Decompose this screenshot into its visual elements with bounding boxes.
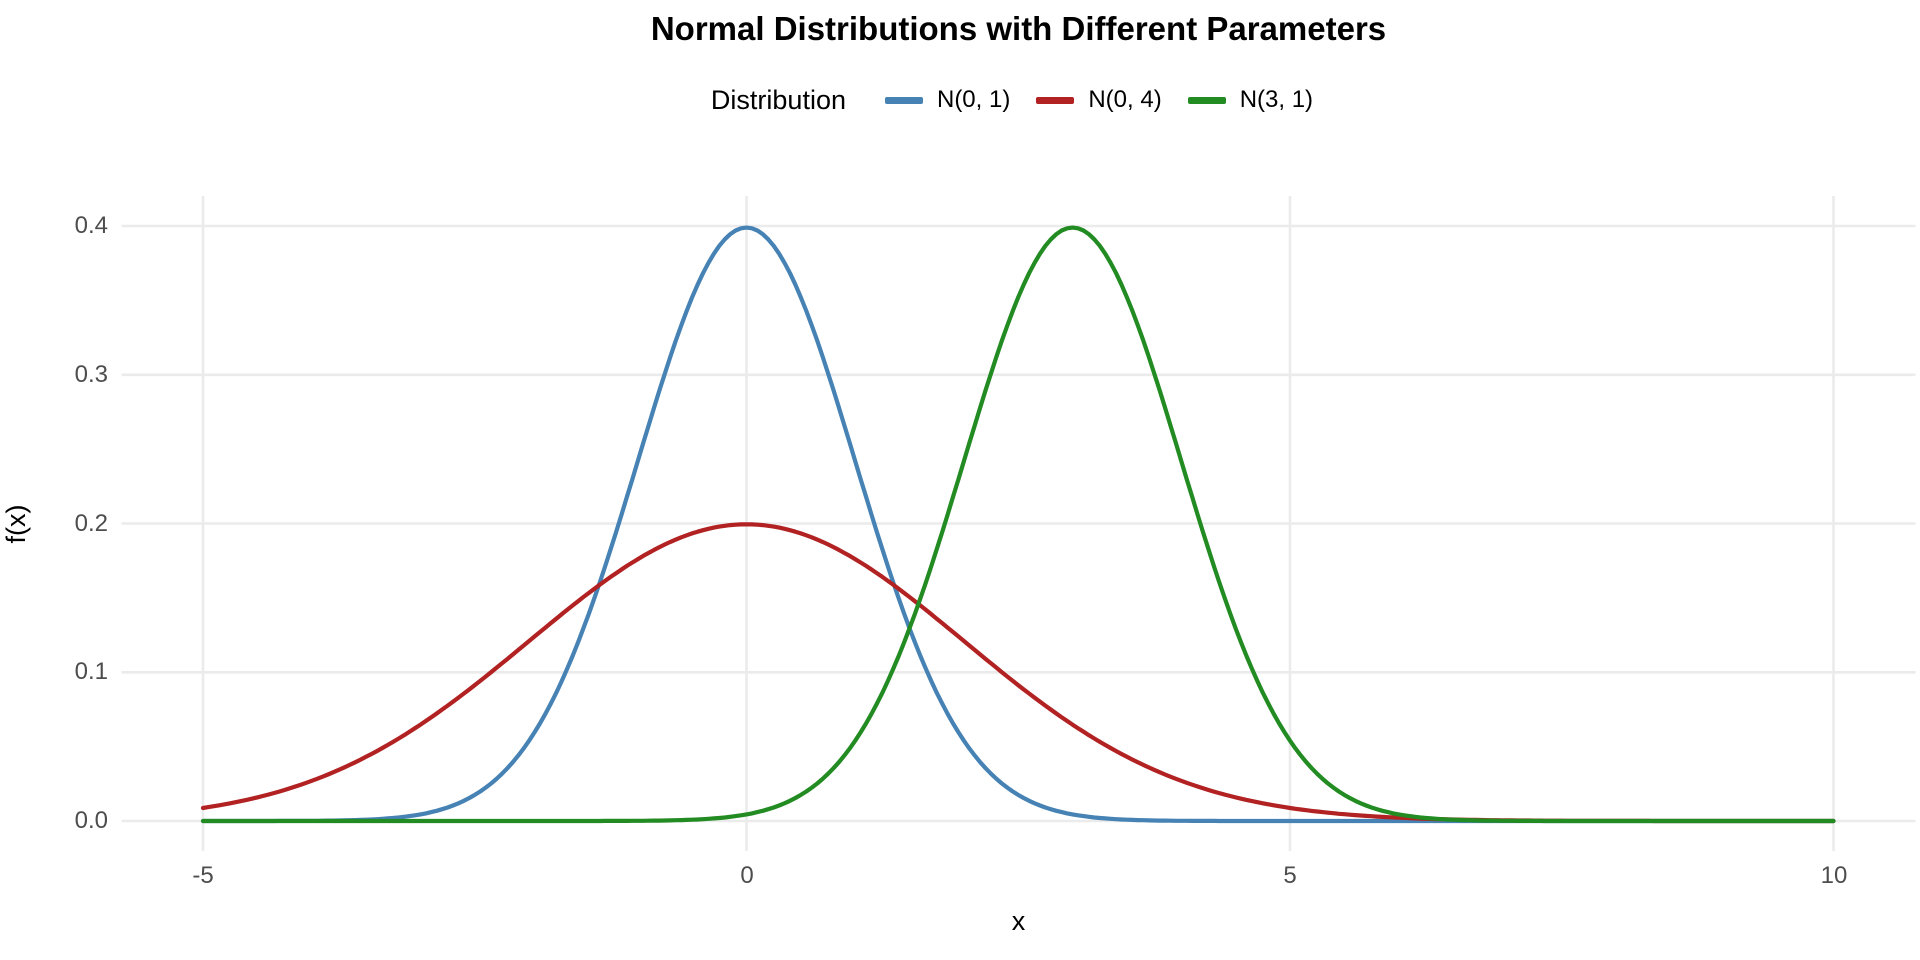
y-axis-title: f(x) [1,504,31,544]
x-tick-label: 0 [740,862,754,889]
legend-key-line-icon [884,96,923,104]
legend-label: N(0, 1) [936,86,1011,113]
legend-item-n31: N(3, 1) [1187,86,1314,114]
y-tick-label: 0.1 [74,658,108,685]
y-tick-label: 0.3 [74,361,108,388]
y-tick-label: 0.0 [74,807,108,834]
x-axis-title: x [1011,906,1026,936]
x-tick-label: -5 [192,862,214,889]
legend-label: N(3, 1) [1239,86,1314,113]
legend-item-n01: N(0, 1) [884,86,1011,114]
chart-title: Normal Distributions with Different Para… [650,10,1387,47]
y-tick-label: 0.4 [74,212,108,239]
y-tick-label: 0.2 [74,510,108,537]
legend-item-n04: N(0, 4) [1036,86,1162,114]
legend-key-line-icon [1187,96,1226,104]
legend-title: Distribution [710,84,846,115]
legend: Distribution N(0, 1) N(0, 4) N(3, 1) [121,78,1916,122]
x-tick-label: 10 [1820,862,1848,889]
legend-label: N(0, 4) [1088,86,1162,113]
x-tick-label: 5 [1283,862,1297,889]
legend-key-line-icon [1036,96,1075,104]
